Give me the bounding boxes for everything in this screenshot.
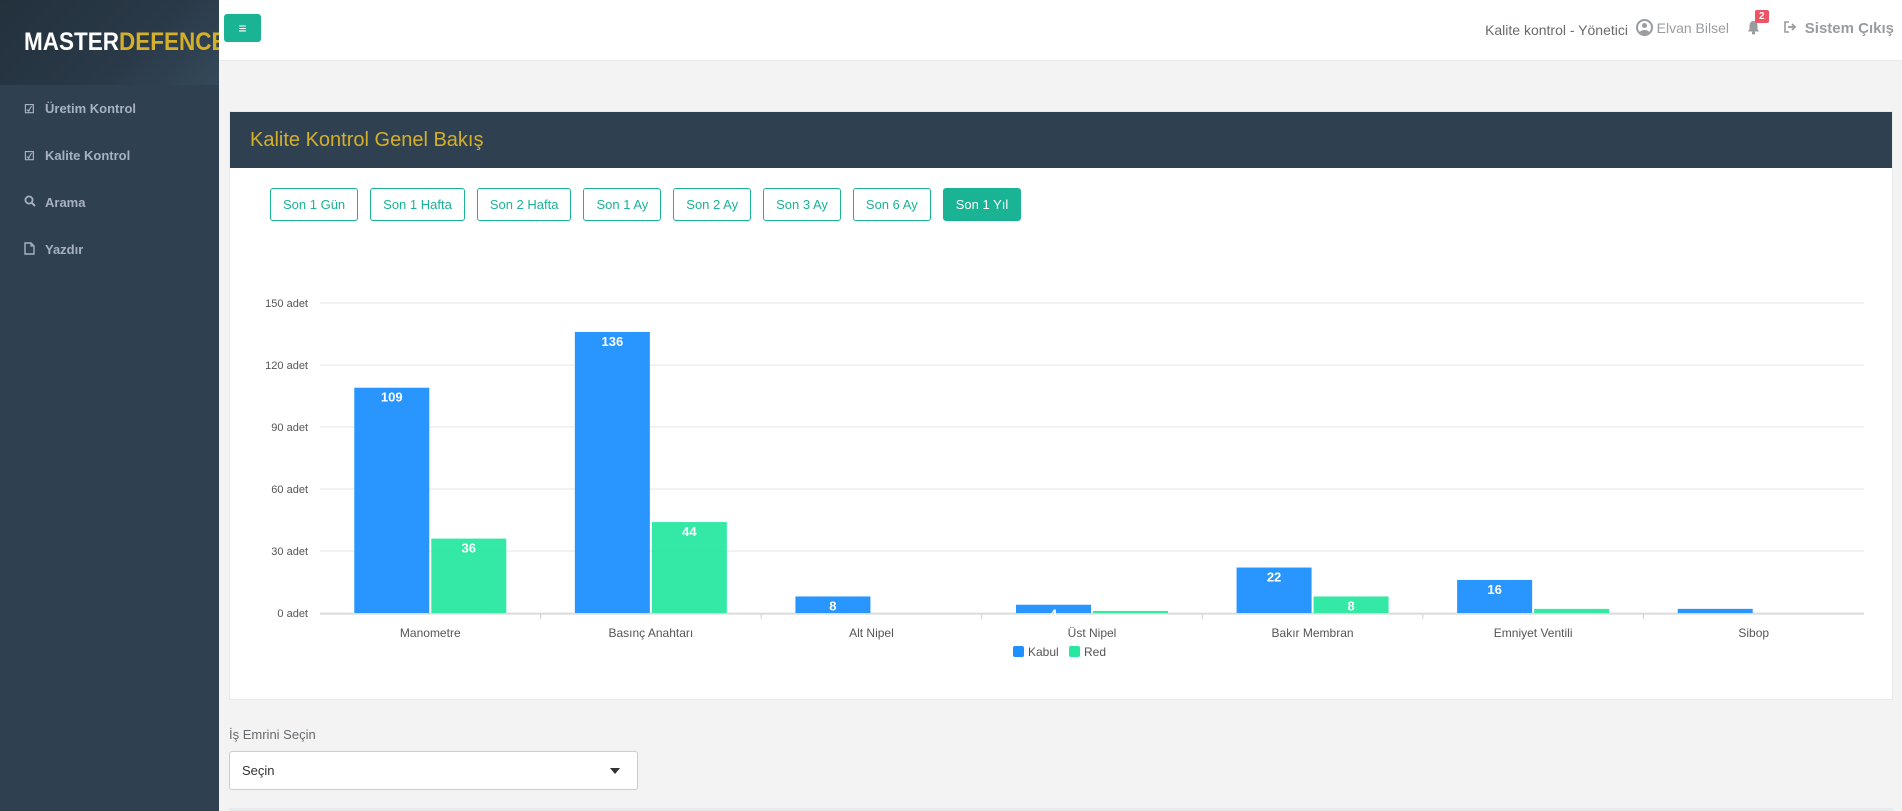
range-button-6[interactable]: Son 6 Ay — [852, 188, 931, 221]
bar-kabul — [1236, 567, 1312, 613]
x-tick-label: Sibop — [1738, 626, 1769, 640]
y-tick-label: 150 adet — [265, 298, 308, 310]
brand-part1: MASTER — [24, 28, 120, 56]
sidebar-item-arama[interactable]: Arama — [0, 179, 219, 226]
x-tick-label: Alt Nipel — [849, 626, 894, 640]
sidebar-item-label: Yazdır — [45, 242, 84, 257]
menu-toggle-button[interactable]: ≡ — [224, 14, 261, 42]
sidebar-item-label: Üretim Kontrol — [45, 101, 136, 116]
bar-red — [1534, 608, 1610, 613]
bar-kabul — [354, 387, 430, 613]
search-icon — [24, 195, 45, 210]
range-button-3[interactable]: Son 1 Ay — [583, 188, 662, 221]
logo-area: MASTERDEFENCE — [0, 0, 227, 85]
sidebar-item-label: Arama — [45, 195, 86, 210]
range-button-0[interactable]: Son 1 Gün — [270, 188, 359, 221]
bar-red — [1093, 610, 1168, 613]
legend-label-red: Red — [1084, 645, 1106, 659]
range-button-7[interactable]: Son 1 Yıl — [942, 188, 1022, 221]
quality-overview-panel: Kalite Kontrol Genel Bakış Son 1 Gün Son … — [229, 111, 1893, 700]
bar-red — [431, 538, 507, 613]
file-icon — [24, 241, 45, 258]
time-range-buttons: Son 1 Gün Son 1 Hafta Son 2 Hafta Son 1 Ay S… — [270, 188, 1022, 221]
bar-kabul — [795, 596, 871, 613]
bar-red — [1313, 596, 1389, 613]
y-tick-label: 120 adet — [265, 360, 308, 372]
panel-title: Kalite Kontrol Genel Bakış — [250, 128, 484, 151]
y-tick-label: 90 adet — [271, 422, 308, 434]
bar-red — [651, 522, 727, 613]
range-button-1[interactable]: Son 1 Hafta — [370, 188, 465, 221]
sidebar-item-label: Kalite Kontrol — [45, 148, 131, 163]
sidebar-nav: ☑ Üretim Kontrol ☑ Kalite Kontrol Arama … — [0, 85, 219, 273]
bar-kabul — [1016, 604, 1091, 613]
user-role-label: Kalite kontrol - Yönetici — [1485, 22, 1628, 38]
hamburger-icon: ≡ — [238, 20, 247, 36]
y-tick-label: 30 adet — [271, 546, 308, 558]
sidebar: MASTERDEFENCE ☑ Üretim Kontrol ☑ Kalite … — [0, 0, 227, 811]
user-profile-link[interactable]: Elvan Bilsel — [1635, 19, 1729, 36]
logout-label: Sistem Çıkış — [1804, 20, 1894, 37]
brand-part2: DEFENCE — [119, 28, 227, 56]
bar-kabul — [1457, 579, 1533, 613]
sign-out-icon — [1783, 21, 1797, 36]
data-label: 36 — [462, 541, 476, 556]
brand-logo[interactable]: MASTERDEFENCE — [24, 28, 227, 57]
legend-label-kabul: Kabul — [1028, 645, 1059, 659]
x-tick-label: Üst Nipel — [1068, 626, 1117, 640]
sidebar-item-kalite-kontrol[interactable]: ☑ Kalite Kontrol — [0, 132, 219, 179]
bar-kabul — [574, 331, 650, 613]
y-tick-label: 60 adet — [271, 484, 308, 496]
x-tick-label: Basınç Anahtarı — [608, 626, 693, 640]
sidebar-item-yazdir[interactable]: Yazdır — [0, 226, 219, 273]
data-label: 109 — [381, 390, 403, 405]
top-navbar: ≡ Kalite kontrol - Yönetici Elvan Bilsel… — [219, 0, 1902, 61]
data-label: 136 — [602, 334, 624, 349]
notification-count-badge: 2 — [1755, 10, 1769, 23]
range-button-2[interactable]: Son 2 Hafta — [476, 188, 572, 221]
work-order-label: İş Emrini Seçin — [229, 727, 316, 742]
x-tick-label: Bakır Membran — [1272, 626, 1354, 640]
data-label: 4 — [1050, 607, 1058, 622]
data-label: 8 — [829, 598, 836, 613]
data-label: 16 — [1487, 582, 1501, 597]
data-label: 44 — [682, 524, 697, 539]
range-button-5[interactable]: Son 3 Ay — [763, 188, 841, 221]
legend-swatch-kabul — [1013, 646, 1024, 657]
caret-down-icon — [610, 768, 620, 774]
logout-button[interactable]: Sistem Çıkış — [1783, 20, 1894, 37]
check-square-icon: ☑ — [24, 101, 35, 116]
x-tick-label: Emniyet Ventili — [1494, 626, 1573, 640]
panel-header: Kalite Kontrol Genel Bakış — [230, 112, 1892, 168]
check-square-icon: ☑ — [24, 148, 35, 163]
data-label: 8 — [1347, 598, 1354, 613]
y-tick-label: 0 adet — [277, 608, 308, 620]
bell-icon — [1748, 21, 1759, 35]
work-order-select[interactable]: Seçin — [229, 751, 638, 790]
bar-kabul — [1677, 608, 1753, 613]
data-label: 22 — [1267, 570, 1281, 585]
quality-bar-chart: 0 adet 30 adet 60 adet 90 adet 120 adet 150 a… — [265, 298, 1864, 659]
legend-swatch-red — [1069, 646, 1080, 657]
divider — [229, 808, 1893, 811]
work-order-selected-value: Seçin — [242, 763, 275, 778]
user-name: Elvan Bilsel — [1656, 19, 1729, 36]
user-circle-icon — [1635, 19, 1653, 36]
range-button-4[interactable]: Son 2 Ay — [673, 188, 752, 221]
x-tick-label: Manometre — [400, 626, 461, 640]
notifications-button[interactable]: 2 — [1747, 10, 1769, 39]
sidebar-item-uretim-kontrol[interactable]: ☑ Üretim Kontrol — [0, 85, 219, 132]
